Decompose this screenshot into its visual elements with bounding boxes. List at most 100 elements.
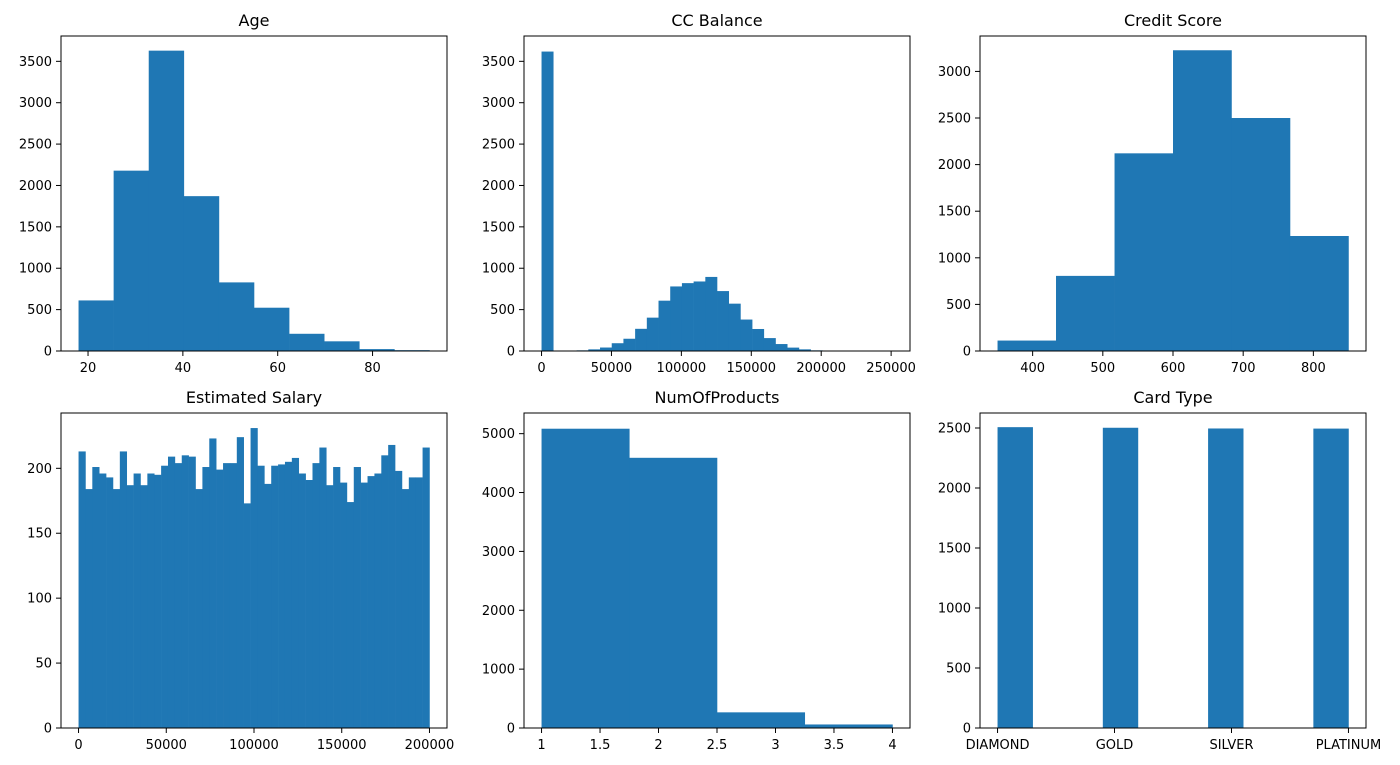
y-tick-label: 500	[946, 662, 971, 677]
subplot-2: 400 500 600 700 800 0 500 1000 1500 2000 2500 3000 C…	[938, 11, 1367, 376]
histogram-bar	[209, 438, 217, 728]
histogram-bar	[346, 502, 355, 728]
x-tick-label: 150000	[317, 738, 367, 753]
histogram-bar	[78, 451, 86, 728]
histogram-bar	[611, 343, 624, 351]
histogram-bar	[717, 291, 730, 351]
y-tick-label: 2500	[938, 112, 971, 127]
histogram-bar	[305, 479, 313, 728]
histogram-bar	[174, 463, 183, 728]
y-tick-label: 4000	[482, 486, 515, 501]
y-tick-label: 2000	[482, 604, 515, 619]
histogram-bar	[359, 349, 395, 351]
subplot-title: Age	[239, 11, 270, 30]
histogram-bar	[312, 463, 320, 728]
histogram-bar	[693, 281, 706, 351]
subplot-title: Card Type	[1133, 388, 1212, 407]
histogram-bar	[740, 319, 753, 351]
histogram-bar	[1231, 118, 1291, 351]
histogram-bar	[623, 338, 636, 351]
histogram-bar	[1208, 428, 1244, 728]
histogram-bar	[1102, 427, 1139, 728]
histogram-bar	[415, 477, 423, 728]
histogram-bar	[119, 451, 128, 728]
y-tick-label: 2000	[938, 158, 971, 173]
histogram-bar	[541, 428, 630, 728]
histogram-bar	[92, 467, 100, 728]
histogram-bar	[600, 347, 613, 351]
histogram-bar	[319, 447, 327, 728]
histogram-bar	[298, 473, 306, 728]
histogram-bar	[324, 341, 360, 351]
subplot-1: 0 50000 100000 150000 200000 250000 0 500 1000 15…	[482, 11, 916, 376]
x-tick-label: 100000	[229, 738, 279, 753]
histogram-bar	[775, 344, 788, 351]
histogram-bar	[340, 482, 348, 728]
x-tick-label: 200000	[796, 361, 846, 376]
histogram-bar	[395, 470, 403, 728]
x-tick-label: 1	[537, 738, 545, 753]
y-tick-label: 2500	[19, 138, 52, 153]
y-tick-label: 2500	[482, 138, 515, 153]
histogram-bar	[588, 349, 601, 351]
y-tick-label: 1000	[938, 251, 971, 266]
x-tick-label: 700	[1231, 361, 1256, 376]
y-tick-label: 0	[44, 722, 52, 737]
y-tick-label: 0	[507, 722, 515, 737]
histogram-bar	[78, 300, 114, 351]
x-tick-label: 60	[269, 361, 286, 376]
y-tick-label: 1000	[938, 602, 971, 617]
y-tick-label: 1000	[482, 262, 515, 277]
y-tick-label: 1000	[19, 262, 52, 277]
histogram-bar	[763, 338, 776, 351]
x-tick-label: SILVER	[1209, 738, 1253, 753]
histogram-bar	[374, 473, 382, 728]
histogram-bar	[804, 724, 893, 728]
histogram-bar	[223, 463, 231, 728]
histogram-bar	[140, 485, 148, 728]
histogram-bar	[752, 328, 765, 351]
x-tick-label: 500	[1090, 361, 1115, 376]
histogram-bar	[289, 333, 325, 351]
y-tick-label: 2500	[938, 422, 971, 437]
y-tick-label: 0	[963, 722, 971, 737]
y-tick-label: 5000	[482, 427, 515, 442]
histogram-bar	[1289, 235, 1349, 351]
histogram-bar	[367, 476, 375, 728]
x-tick-label: 2	[654, 738, 662, 753]
axes-frame	[523, 35, 911, 352]
subplot-title: CC Balance	[671, 11, 762, 30]
histogram-bar	[181, 455, 189, 728]
x-tick-label: 250000	[866, 361, 916, 376]
subplot-4: 1 1.5 2 2.5 3 3.5 4 0 1000 2000 3000 4000 5000 NumOfP…	[482, 388, 911, 753]
histogram-bar	[106, 477, 114, 728]
x-tick-label: 600	[1161, 361, 1186, 376]
histogram-bar	[112, 489, 121, 728]
y-tick-label: 150	[27, 527, 52, 542]
histogram-bar	[229, 463, 238, 728]
histogram-bar	[218, 282, 255, 351]
subplot-title: NumOfProducts	[654, 388, 779, 407]
x-tick-label: 3.5	[824, 738, 845, 753]
histogram-bar	[681, 283, 694, 351]
y-tick-label: 0	[507, 345, 515, 360]
histogram-bar	[291, 457, 300, 728]
x-tick-label: 150000	[726, 361, 776, 376]
x-tick-label: GOLD	[1096, 738, 1134, 753]
histogram-bar	[541, 51, 554, 352]
histogram-bar	[1114, 153, 1174, 351]
y-tick-label: 0	[963, 345, 971, 360]
x-tick-label: DIAMOND	[966, 738, 1030, 753]
y-tick-label: 500	[490, 303, 515, 318]
x-tick-label: 40	[175, 361, 192, 376]
histogram-bar	[271, 465, 279, 728]
axes-frame	[60, 35, 448, 352]
histogram-bar	[787, 347, 800, 351]
subplot-title: Credit Score	[1124, 11, 1222, 30]
histogram-bar	[670, 286, 683, 351]
histogram-bar	[658, 300, 671, 351]
x-tick-label: 0	[74, 738, 82, 753]
y-tick-label: 200	[27, 462, 52, 477]
subplot-0: 20 40 60 80 0 500 1000 1500 2000 2500 3000 3500 Age	[19, 11, 448, 376]
